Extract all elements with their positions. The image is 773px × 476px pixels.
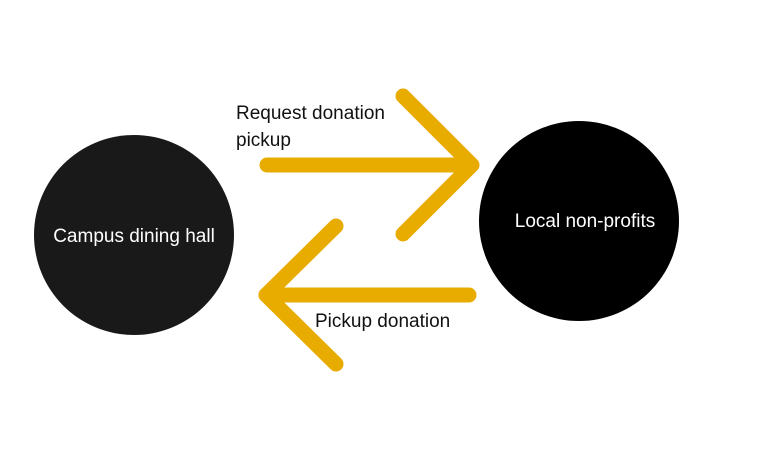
edge-label-request-line-2: pickup xyxy=(236,130,291,151)
node-campus-dining-hall[interactable]: Campus dining hall xyxy=(34,135,234,335)
edge-label-pickup-donation: Pickup donation xyxy=(315,311,450,332)
arrow-right-head xyxy=(395,88,480,242)
edge-label-pickup-line-1: Pickup donation xyxy=(315,311,450,332)
node-local-non-profits-label: Local non-profits xyxy=(515,211,655,232)
edge-label-request-donation-pickup: Request donation pickup xyxy=(236,103,390,151)
arrow-request-donation-pickup[interactable] xyxy=(259,88,480,242)
node-local-non-profits-circle xyxy=(479,121,679,321)
arrow-pickup-donation[interactable] xyxy=(258,218,477,372)
edge-label-request-line-1: Request donation xyxy=(236,103,385,124)
node-campus-dining-hall-label: Campus dining hall xyxy=(53,226,215,247)
node-campus-dining-hall-circle xyxy=(34,135,234,335)
arrow-left-head xyxy=(258,218,344,372)
node-local-non-profits[interactable]: Local non-profits xyxy=(479,121,679,321)
